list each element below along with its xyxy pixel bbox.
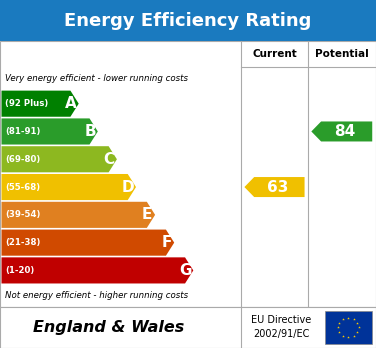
Text: EU Directive: EU Directive <box>251 316 311 325</box>
Text: Energy Efficiency Rating: Energy Efficiency Rating <box>64 11 312 30</box>
Text: 84: 84 <box>334 124 355 139</box>
Polygon shape <box>2 174 136 200</box>
Text: (92 Plus): (92 Plus) <box>5 99 49 108</box>
Text: E: E <box>142 207 152 222</box>
Text: (21-38): (21-38) <box>5 238 41 247</box>
Text: (81-91): (81-91) <box>5 127 41 136</box>
Bar <box>324 311 372 344</box>
Text: Potential: Potential <box>315 49 369 59</box>
Polygon shape <box>2 202 155 228</box>
Text: B: B <box>84 124 96 139</box>
Polygon shape <box>2 230 174 256</box>
Text: F: F <box>161 235 171 250</box>
Polygon shape <box>2 258 193 284</box>
Polygon shape <box>2 146 117 172</box>
Polygon shape <box>2 90 79 117</box>
Text: (55-68): (55-68) <box>5 183 40 191</box>
Text: Not energy efficient - higher running costs: Not energy efficient - higher running co… <box>5 291 188 300</box>
Polygon shape <box>244 177 305 197</box>
Text: England & Wales: England & Wales <box>33 320 184 335</box>
Polygon shape <box>311 121 372 142</box>
Text: Current: Current <box>252 49 297 59</box>
Text: 63: 63 <box>267 180 288 195</box>
Text: G: G <box>179 263 192 278</box>
Bar <box>0 41 376 307</box>
Bar <box>0 307 376 348</box>
Polygon shape <box>2 118 98 144</box>
Bar <box>0 0 376 41</box>
Text: (39-54): (39-54) <box>5 210 41 219</box>
Text: A: A <box>65 96 77 111</box>
Text: D: D <box>122 180 135 195</box>
Text: 2002/91/EC: 2002/91/EC <box>253 330 309 339</box>
Text: (1-20): (1-20) <box>5 266 35 275</box>
Text: (69-80): (69-80) <box>5 155 41 164</box>
Text: C: C <box>103 152 115 167</box>
Text: Very energy efficient - lower running costs: Very energy efficient - lower running co… <box>5 74 188 83</box>
